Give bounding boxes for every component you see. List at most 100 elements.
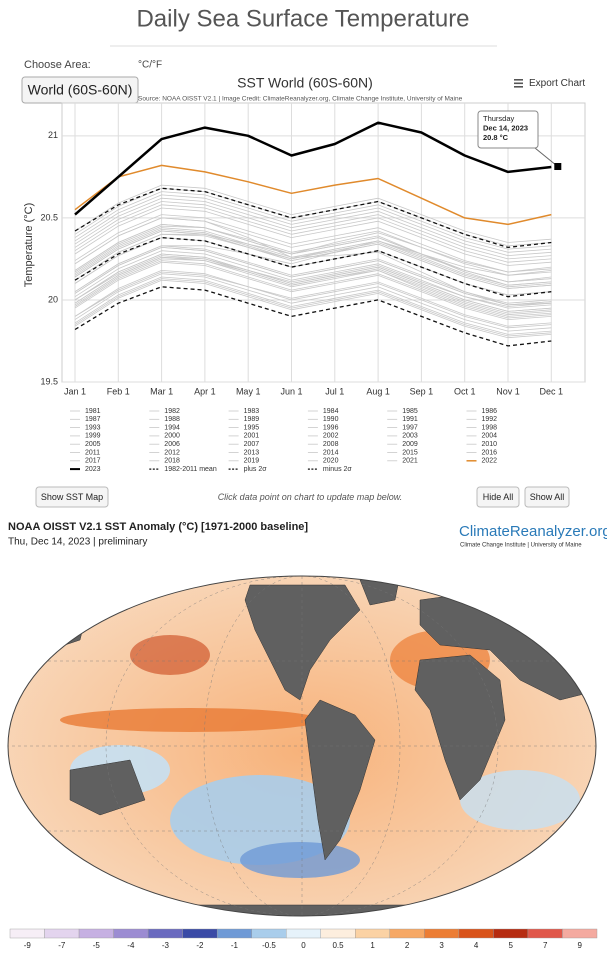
x-tick-label: Jan 1 <box>64 386 86 396</box>
legend-label: 2016 <box>482 449 498 456</box>
legend-label: 1990 <box>323 416 339 423</box>
legend-label: 1992 <box>482 416 498 423</box>
series-line <box>74 164 552 226</box>
colorbar-swatch <box>44 928 80 939</box>
series-line <box>74 278 552 337</box>
legend-label: 2015 <box>402 449 418 456</box>
graticule-line <box>105 576 499 916</box>
legend-label: 2010 <box>482 441 498 448</box>
map-title: NOAA OISST V2.1 SST Anomaly (°C) [1971-2… <box>8 521 308 533</box>
legend-label: 1989 <box>244 416 260 423</box>
colorbar-swatch <box>78 928 114 939</box>
area-select-text[interactable]: World (60S-60N) <box>28 82 133 98</box>
series-line <box>74 256 552 307</box>
legend-label: 2006 <box>164 441 180 448</box>
x-tick-label: Jul 1 <box>325 386 344 396</box>
legend-label: 1988 <box>164 416 180 423</box>
colorbar-swatch <box>286 928 321 939</box>
colorbar-swatch <box>562 928 598 939</box>
series-line <box>74 229 552 288</box>
colorbar-swatch <box>389 928 425 939</box>
unit-toggle[interactable]: °C/°F <box>138 60 162 71</box>
y-tick-label: 20.5 <box>40 212 58 222</box>
point-marker <box>554 163 562 171</box>
export-button[interactable]: Export Chart <box>514 78 585 89</box>
series-line <box>74 236 552 298</box>
series-line <box>74 191 552 250</box>
show-map-text[interactable]: Show SST Map <box>41 492 103 502</box>
show-all-button[interactable] <box>524 486 570 508</box>
anomaly-patch <box>130 635 210 675</box>
colorbar-label: -1 <box>231 941 239 950</box>
legend-label: 1984 <box>323 408 339 415</box>
legend-label: 1994 <box>164 424 180 431</box>
export-text[interactable]: Export Chart <box>529 78 585 89</box>
show-all-text[interactable]: Show All <box>530 492 565 502</box>
x-tick-label: May 1 <box>236 386 261 396</box>
colorbar-swatch <box>458 928 494 939</box>
x-tick-label: Apr 1 <box>194 386 216 396</box>
legend-label: 1991 <box>402 416 418 423</box>
series-line <box>74 227 552 286</box>
colorbar-swatch <box>182 928 218 939</box>
hide-all-button[interactable] <box>476 486 520 508</box>
legend-label: 1997 <box>402 424 418 431</box>
legend-label: 1981 <box>85 408 101 415</box>
series-line <box>74 184 552 243</box>
colorbar-swatch <box>424 928 460 939</box>
series-line <box>74 201 552 260</box>
legend-label: 1986 <box>482 408 498 415</box>
chart-subtitle: Source: NOAA OISST V2.1 | Image Credit: … <box>138 96 463 103</box>
legend-label: 2022 <box>482 458 498 465</box>
series-line <box>74 207 552 266</box>
series-line <box>74 286 552 347</box>
legend-label: 2019 <box>244 458 260 465</box>
legend: 1981 1982 1983 1984 1985 1986 1987 1988 1989 1990… <box>70 408 497 473</box>
colorbar-swatch <box>251 928 287 939</box>
x-tick-label: Aug 1 <box>366 386 390 396</box>
series-line <box>74 121 552 216</box>
show-map-button[interactable] <box>35 486 109 508</box>
colorbar-label: -9 <box>24 941 32 950</box>
colorbar-swatch <box>320 928 356 939</box>
legend-label: plus 2σ <box>244 466 268 473</box>
legend-label: 1982-2011 mean <box>164 466 217 473</box>
legend-label: 1985 <box>402 408 418 415</box>
australia <box>69 759 146 816</box>
colorbar-label: -4 <box>127 941 135 950</box>
colorbar-label: 2 <box>405 941 410 950</box>
hide-all-text[interactable]: Hide All <box>483 492 514 502</box>
legend-label: 2011 <box>85 449 100 456</box>
series-line <box>74 255 552 317</box>
legend-label: 2017 <box>85 458 101 465</box>
logo: ClimateReanalyzer.org <box>459 523 607 540</box>
tooltip-value: 20.8 °C <box>483 133 509 142</box>
colorbar-label: 0.5 <box>332 941 344 950</box>
colorbar-label: -7 <box>58 941 66 950</box>
series-line <box>74 197 552 256</box>
series-line <box>74 232 552 281</box>
legend-label: 1987 <box>85 416 101 423</box>
series-line <box>74 247 552 306</box>
anomaly-patch <box>60 708 320 732</box>
legend-label: 2000 <box>164 433 180 440</box>
legend-label: 1982 <box>164 408 180 415</box>
note: Click data point on chart to update map … <box>218 492 403 502</box>
menu-icon <box>514 79 523 81</box>
series-line <box>74 271 552 327</box>
x-tick-label: Jun 1 <box>280 386 302 396</box>
legend-label: 2014 <box>323 449 339 456</box>
colorbar-label: 1 <box>370 941 375 950</box>
tooltip-date: Dec 14, 2023 <box>483 123 528 132</box>
legend-label: 2020 <box>323 458 339 465</box>
colorbar-swatch <box>527 928 563 939</box>
legend-label: 2007 <box>244 441 260 448</box>
legend-label: 1993 <box>85 424 101 431</box>
colorbar-label: -5 <box>93 941 101 950</box>
colorbar-swatch <box>493 928 529 939</box>
legend-label: 2012 <box>164 449 180 456</box>
x-tick-label: Nov 1 <box>496 386 520 396</box>
